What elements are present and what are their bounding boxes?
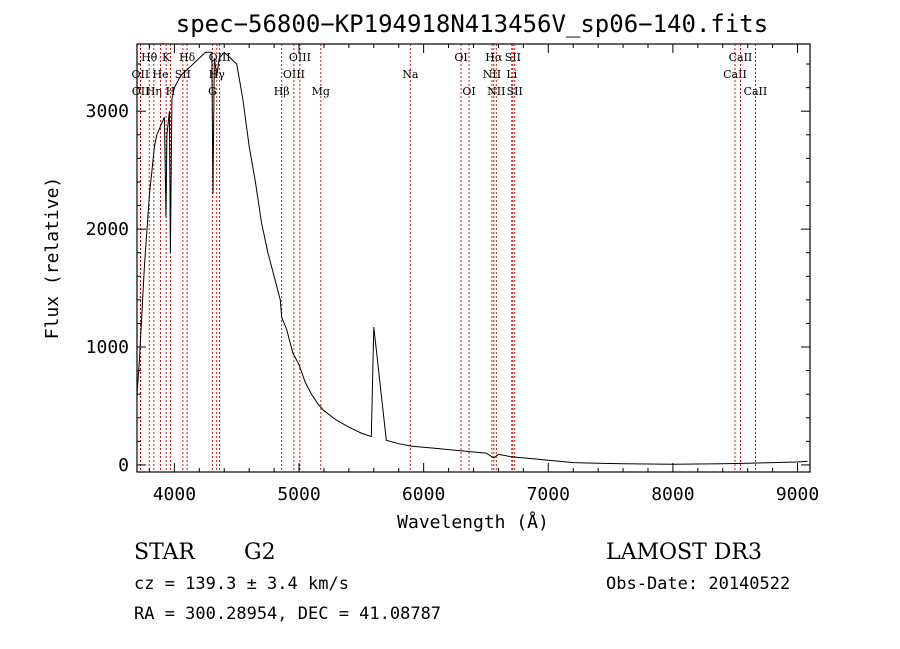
- x-tick-label: 5000: [277, 484, 320, 505]
- line-marker-label: K: [162, 51, 171, 64]
- observation-date: Obs-Date: 20140522: [606, 574, 790, 594]
- line-marker-label: Hη: [146, 85, 162, 98]
- x-axis: 4000 5000 6000 7000 8000 9000: [148, 44, 819, 505]
- line-marker-label: SII: [507, 85, 523, 98]
- y-axis: 0 1000 2000 3000: [86, 63, 810, 476]
- line-marker-label: Hβ: [274, 85, 290, 98]
- line-marker-label: CaII: [744, 85, 768, 98]
- line-marker-label: OIII: [283, 68, 305, 81]
- spectrum-line: [136, 51, 808, 465]
- y-tick-label: 3000: [86, 101, 129, 122]
- line-marker-label: Hδ: [179, 51, 196, 64]
- line-marker-label: CaII: [729, 51, 753, 64]
- line-marker-label: OII: [132, 85, 150, 98]
- line-markers: HθOIIOIIHηKHeHSIIHδGHγOIIIHβOIIIOIIIMgNa…: [132, 44, 768, 472]
- x-tick-label: 8000: [651, 484, 694, 505]
- y-tick-label: 0: [118, 455, 129, 476]
- coordinates-info: RA = 300.28954, DEC = 41.08787: [134, 604, 441, 624]
- redshift-info: cz = 139.3 ± 3.4 km/s: [134, 574, 349, 594]
- y-tick-label: 2000: [86, 219, 129, 240]
- line-marker-label: Mg: [312, 85, 330, 98]
- plot-frame: [136, 43, 811, 473]
- line-marker-label: NII: [487, 85, 505, 98]
- line-marker-label: He: [153, 68, 169, 81]
- line-marker-label: CaII: [723, 68, 747, 81]
- x-tick-label: 4000: [153, 484, 196, 505]
- line-marker-label: OI: [454, 51, 467, 64]
- survey-name: LAMOST DR3: [606, 540, 762, 565]
- line-marker-label: OIII: [289, 51, 311, 64]
- x-axis-label: Wavelength (Å): [397, 511, 549, 533]
- line-marker-label: OII: [132, 68, 150, 81]
- line-marker-label: Na: [402, 68, 419, 81]
- y-axis-label: Flux (relative): [42, 177, 63, 340]
- line-marker-label: OI: [462, 85, 475, 98]
- x-tick-label: 7000: [527, 484, 570, 505]
- line-marker-label: SII: [175, 68, 191, 81]
- line-marker-label: NII: [483, 68, 501, 81]
- chart-title: spec−56800−KP194918N413456V_sp06−140.fit…: [176, 10, 768, 38]
- object-subclass: G2: [244, 540, 276, 565]
- object-class: STAR: [134, 540, 196, 565]
- line-marker-label: Li: [506, 68, 517, 81]
- x-tick-label: 9000: [776, 484, 819, 505]
- y-tick-label: 1000: [86, 337, 129, 358]
- line-marker-label: Hθ: [141, 51, 158, 64]
- line-marker-label: SII: [505, 51, 521, 64]
- x-tick-label: 6000: [402, 484, 445, 505]
- line-marker-label: H: [166, 85, 176, 98]
- line-marker-label: Hα: [485, 51, 503, 64]
